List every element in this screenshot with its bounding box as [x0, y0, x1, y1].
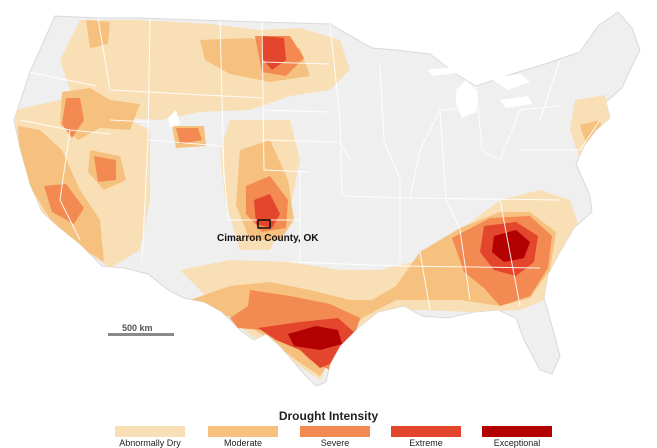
legend-swatch-exceptional — [482, 426, 552, 437]
scale-bar-label: 500 km — [122, 323, 153, 333]
legend-swatch-extreme — [391, 426, 461, 437]
legend-item-abnormally-dry: Abnormally Dry — [115, 426, 185, 448]
cimarron-county-label: Cimarron County, OK — [217, 233, 319, 244]
legend-item-extreme: Extreme — [391, 426, 461, 448]
cimarron-county-marker — [257, 219, 271, 229]
legend-swatch-severe — [300, 426, 370, 437]
legend: Abnormally Dry Moderate Severe Extreme E… — [115, 426, 555, 448]
water-bodies — [168, 66, 532, 128]
drought-exceptional-areas — [288, 230, 530, 350]
legend-label-abnormally-dry: Abnormally Dry — [119, 438, 181, 448]
state-borders — [19, 17, 601, 311]
legend-item-moderate: Moderate — [208, 426, 278, 448]
legend-label-severe: Severe — [320, 438, 350, 448]
legend-label-exceptional: Exceptional — [493, 438, 541, 448]
scale-bar — [108, 333, 174, 336]
legend-title: Drought Intensity — [278, 409, 379, 423]
legend-label-extreme: Extreme — [409, 438, 443, 448]
legend-item-severe: Severe — [300, 426, 370, 448]
drought-map — [13, 11, 641, 387]
legend-label-moderate: Moderate — [223, 438, 263, 448]
legend-item-exceptional: Exceptional — [482, 426, 552, 448]
legend-swatch-moderate — [208, 426, 278, 437]
legend-swatch-abnormally-dry — [115, 426, 185, 437]
